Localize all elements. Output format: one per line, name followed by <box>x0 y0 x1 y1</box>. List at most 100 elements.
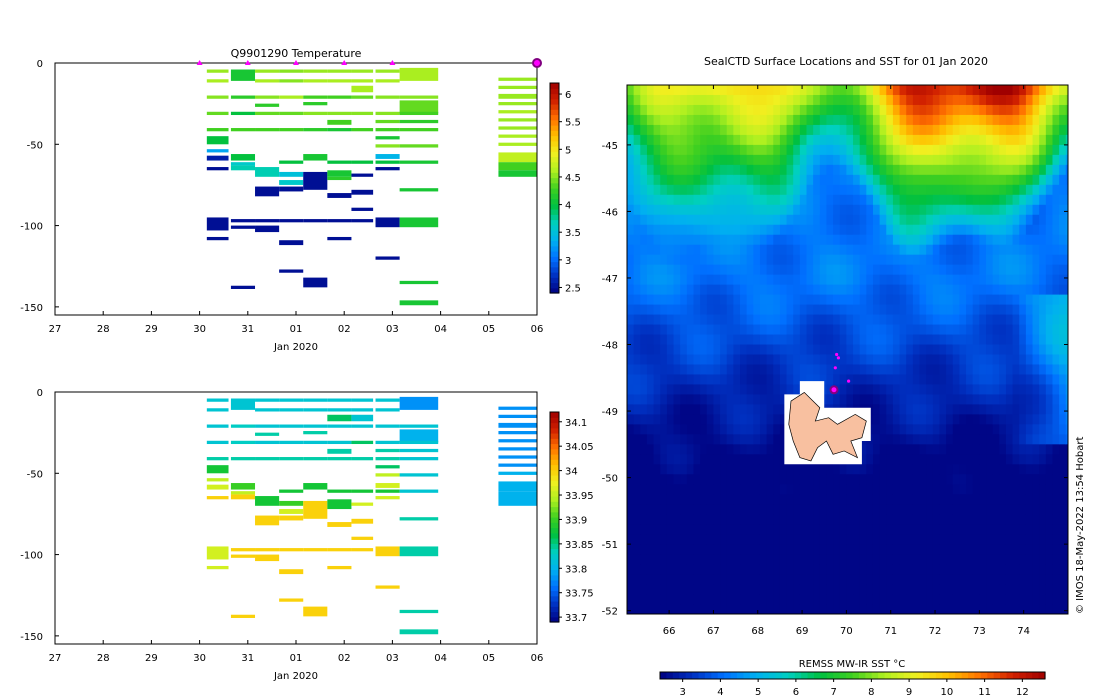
sst-cell <box>713 264 721 276</box>
sst-cell <box>972 494 980 505</box>
sst-cell <box>886 124 894 136</box>
sst-cell <box>713 604 721 614</box>
sst-cell <box>866 124 874 136</box>
sst-cell <box>826 204 834 216</box>
sst-cell <box>979 494 987 505</box>
sst-cell <box>959 564 967 575</box>
sst-cell <box>746 364 754 376</box>
sst-cell <box>819 85 828 96</box>
sst-cell <box>700 464 708 475</box>
sst-cell <box>1025 104 1034 116</box>
sst-cell <box>912 274 921 286</box>
sst-cell <box>813 334 821 346</box>
sst-cell <box>886 344 894 356</box>
sst-cell <box>946 554 954 565</box>
sst-cell <box>952 274 961 286</box>
sst-cell <box>912 424 921 435</box>
sst-cell <box>1012 374 1020 386</box>
sst-cell <box>966 584 974 595</box>
sst-cell <box>726 164 734 176</box>
sst-cell <box>700 164 708 176</box>
sst-cell <box>666 184 675 196</box>
colorbar-swatch <box>550 469 559 476</box>
sst-cell <box>846 134 854 146</box>
sst-cell <box>932 594 941 605</box>
sst-cell <box>1039 184 1047 196</box>
sst-cell <box>1005 444 1014 455</box>
sst-cell <box>966 274 974 286</box>
sst-cell <box>666 284 675 296</box>
data-cell <box>375 154 400 159</box>
sst-cell <box>627 574 635 585</box>
sst-cell <box>806 94 814 106</box>
sst-cell <box>839 244 847 256</box>
sst-cell <box>999 454 1007 465</box>
sst-cell <box>706 544 715 555</box>
x-tick-label: 05 <box>482 324 495 335</box>
sst-cell <box>693 534 701 545</box>
sst-cell <box>1012 564 1020 575</box>
sst-cell <box>986 224 994 236</box>
sst-cell <box>1045 604 1054 614</box>
sst-cell <box>972 344 980 356</box>
sst-cell <box>1052 284 1060 296</box>
sst-cell <box>766 454 774 465</box>
sst-cell <box>693 104 701 116</box>
sst-cell <box>959 484 967 495</box>
sst-cell <box>912 524 921 535</box>
sst-cell <box>773 374 781 386</box>
sst-cell <box>899 184 907 196</box>
sst-cell <box>1012 434 1020 445</box>
sst-cell <box>693 564 701 575</box>
sst-cell <box>1039 424 1047 435</box>
sst-cell <box>939 94 947 106</box>
sst-cell <box>799 234 808 246</box>
sst-cell <box>1012 394 1020 405</box>
sst-cell <box>859 284 867 296</box>
colorbar-swatch <box>550 98 559 105</box>
sst-cell <box>733 414 741 425</box>
sst-cell <box>640 414 648 425</box>
sst-cell <box>886 174 894 186</box>
sst-cell <box>972 224 980 236</box>
sst-cell <box>966 494 974 505</box>
sst-cell <box>700 564 708 575</box>
sst-cell <box>939 224 947 236</box>
sst-cell <box>959 134 967 146</box>
sst-cell <box>693 114 701 126</box>
sst-cell <box>759 144 768 156</box>
sst-cell <box>753 114 761 126</box>
colorbar-swatch <box>550 517 559 523</box>
sst-cell <box>1025 284 1034 296</box>
sst-cell <box>786 344 794 356</box>
data-cell <box>279 128 304 132</box>
sst-cell <box>999 514 1007 525</box>
colorbar-frame <box>549 82 560 294</box>
sst-cell <box>899 254 907 266</box>
sst-cell <box>839 384 847 396</box>
colorbar-swatch <box>775 672 783 679</box>
sst-cell <box>952 364 961 376</box>
colorbar-tick-label: 3.5 <box>565 228 581 239</box>
sst-cell <box>779 394 788 405</box>
sst-cell <box>826 534 834 545</box>
data-cell <box>303 171 328 190</box>
sst-cell <box>1019 154 1027 166</box>
colorbar-swatch <box>550 119 559 126</box>
sst-cell <box>686 284 695 296</box>
sst-cell <box>979 284 987 296</box>
colorbar-swatch <box>550 219 559 226</box>
sst-cell <box>1045 164 1054 176</box>
sst-cell <box>972 504 980 515</box>
sst-cell <box>713 504 721 515</box>
sst-cell <box>1045 494 1054 505</box>
sst-cell <box>819 164 828 176</box>
sst-cell <box>726 224 734 236</box>
sst-cell <box>932 154 941 166</box>
sst-cell <box>946 354 954 366</box>
data-cell <box>399 440 439 445</box>
sst-cell <box>959 334 967 346</box>
sst-cell <box>627 264 635 276</box>
sst-cell <box>872 324 881 336</box>
sst-cell <box>759 434 768 445</box>
